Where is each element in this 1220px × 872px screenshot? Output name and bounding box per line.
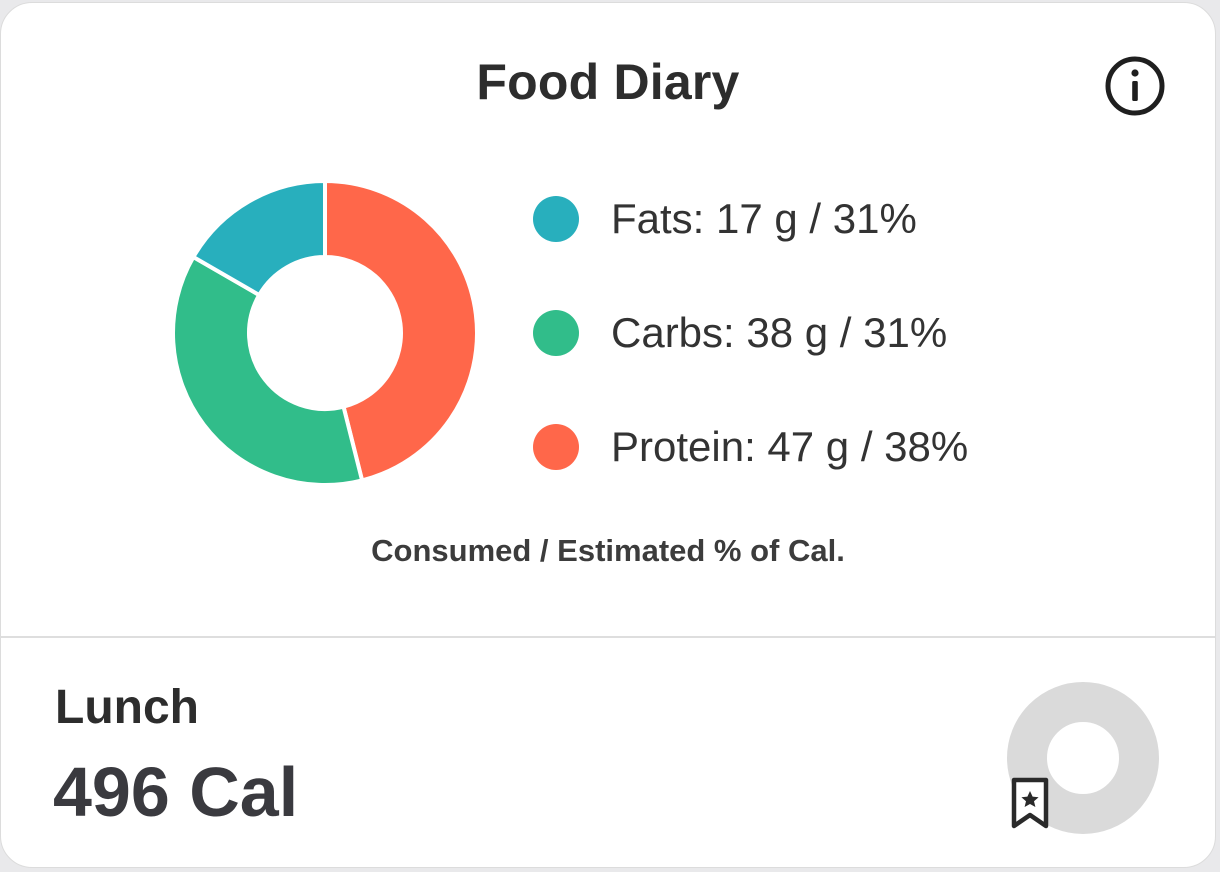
donut-slice-fats	[190, 178, 327, 298]
section-divider	[1, 636, 1215, 638]
info-button[interactable]	[1104, 55, 1166, 117]
donut-svg	[171, 178, 479, 487]
legend-item-fats: Fats: 17 g / 31%	[533, 189, 968, 249]
chart-caption: Consumed / Estimated % of Cal.	[371, 533, 845, 568]
protein-dot	[533, 424, 579, 470]
bookmark-button[interactable]	[1009, 776, 1051, 830]
macro-donut-chart	[171, 178, 479, 487]
donut-slice-carbs	[171, 254, 365, 487]
legend-item-carbs: Carbs: 38 g / 31%	[533, 303, 968, 363]
card-title: Food Diary	[476, 54, 740, 110]
meal-row-lunch[interactable]: Lunch 496 Cal	[1, 638, 1215, 867]
meal-name: Lunch	[55, 681, 199, 734]
info-circle-icon	[1105, 56, 1165, 116]
legend-item-protein: Protein: 47 g / 38%	[533, 417, 968, 477]
meal-progress-ring	[1007, 682, 1159, 834]
carbs-dot	[533, 310, 579, 356]
bookmark-star-icon	[1011, 777, 1049, 829]
meal-calories: 496 Cal	[53, 753, 299, 831]
legend-label-fats: Fats: 17 g / 31%	[611, 195, 917, 242]
donut-slice-protein	[323, 178, 479, 483]
legend-label-carbs: Carbs: 38 g / 31%	[611, 309, 948, 356]
legend-label-protein: Protein: 47 g / 38%	[611, 423, 969, 470]
fats-dot	[533, 196, 579, 242]
macro-legend: Fats: 17 g / 31% Carbs: 38 g / 31% Prote…	[533, 189, 968, 477]
